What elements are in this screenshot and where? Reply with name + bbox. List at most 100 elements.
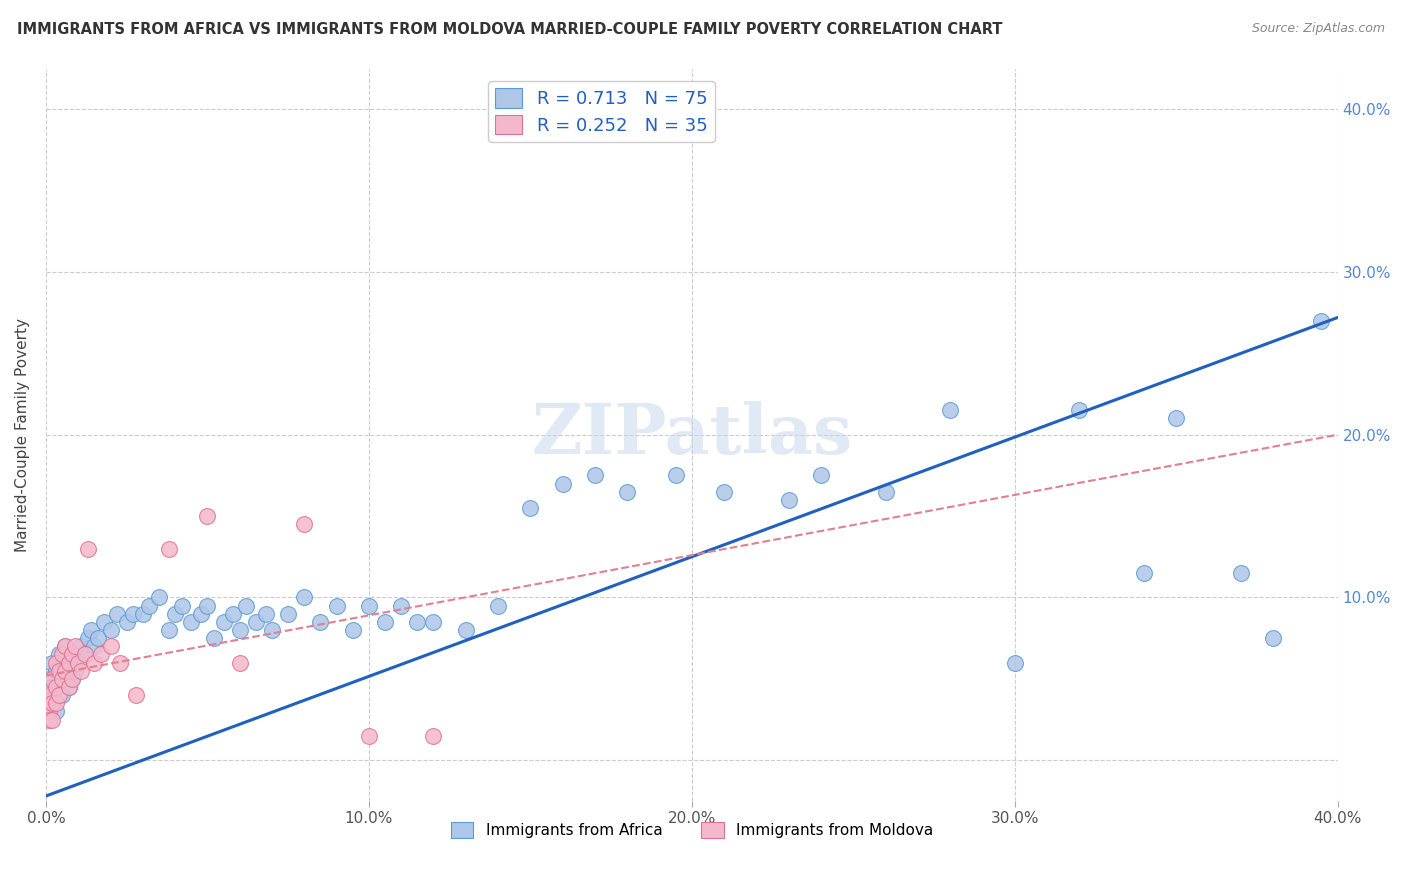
- Point: [70, 640, 93, 654]
- Point: [100, 623, 122, 637]
- Point: [1261, 631, 1284, 645]
- Point: [519, 500, 541, 515]
- Point: [73, 648, 96, 662]
- Point: [406, 615, 429, 629]
- Point: [60, 672, 83, 686]
- Point: [53, 640, 76, 654]
- Point: [122, 607, 145, 621]
- Point: [170, 599, 193, 613]
- Point: [63, 664, 86, 678]
- Point: [486, 599, 509, 613]
- Point: [875, 484, 897, 499]
- Point: [228, 623, 250, 637]
- Point: [228, 656, 250, 670]
- Point: [38, 688, 60, 702]
- Point: [245, 615, 267, 629]
- Point: [80, 623, 103, 637]
- Point: [132, 607, 155, 621]
- Point: [41, 696, 63, 710]
- Point: [45, 696, 67, 710]
- Point: [51, 688, 73, 702]
- Point: [45, 656, 67, 670]
- Point: [53, 640, 76, 654]
- Point: [45, 704, 67, 718]
- Point: [58, 680, 80, 694]
- Point: [1166, 411, 1188, 425]
- Point: [38, 713, 60, 727]
- Point: [665, 468, 688, 483]
- Point: [60, 648, 83, 662]
- Point: [197, 599, 219, 613]
- Point: [41, 656, 63, 670]
- Point: [157, 541, 180, 556]
- Point: [48, 672, 70, 686]
- Point: [83, 656, 105, 670]
- Point: [67, 656, 90, 670]
- Point: [90, 648, 112, 662]
- Text: ZIPatlas: ZIPatlas: [531, 401, 852, 468]
- Point: [110, 656, 132, 670]
- Text: Source: ZipAtlas.com: Source: ZipAtlas.com: [1251, 22, 1385, 36]
- Point: [70, 664, 93, 678]
- Point: [45, 680, 67, 694]
- Point: [235, 599, 257, 613]
- Point: [157, 623, 180, 637]
- Point: [58, 680, 80, 694]
- Point: [38, 704, 60, 718]
- Point: [41, 713, 63, 727]
- Point: [100, 640, 122, 654]
- Point: [260, 623, 283, 637]
- Point: [38, 672, 60, 686]
- Point: [342, 623, 364, 637]
- Point: [73, 648, 96, 662]
- Point: [357, 599, 380, 613]
- Point: [1310, 314, 1333, 328]
- Point: [165, 607, 187, 621]
- Point: [38, 688, 60, 702]
- Point: [41, 696, 63, 710]
- Point: [292, 591, 315, 605]
- Point: [212, 615, 235, 629]
- Point: [1133, 566, 1156, 580]
- Point: [389, 599, 412, 613]
- Point: [58, 656, 80, 670]
- Point: [53, 664, 76, 678]
- Point: [105, 607, 128, 621]
- Point: [939, 403, 962, 417]
- Point: [67, 656, 90, 670]
- Point: [148, 591, 170, 605]
- Point: [713, 484, 735, 499]
- Point: [374, 615, 396, 629]
- Y-axis label: Married-Couple Family Poverty: Married-Couple Family Poverty: [15, 318, 30, 551]
- Point: [778, 492, 800, 507]
- Point: [551, 476, 574, 491]
- Point: [48, 664, 70, 678]
- Point: [60, 672, 83, 686]
- Legend: Immigrants from Africa, Immigrants from Moldova: Immigrants from Africa, Immigrants from …: [444, 816, 939, 845]
- Point: [77, 541, 100, 556]
- Point: [357, 729, 380, 743]
- Point: [41, 672, 63, 686]
- Point: [45, 664, 67, 678]
- Point: [454, 623, 477, 637]
- Point: [190, 607, 212, 621]
- Point: [138, 599, 160, 613]
- Point: [41, 680, 63, 694]
- Text: IMMIGRANTS FROM AFRICA VS IMMIGRANTS FROM MOLDOVA MARRIED-COUPLE FAMILY POVERTY : IMMIGRANTS FROM AFRICA VS IMMIGRANTS FRO…: [17, 22, 1002, 37]
- Point: [277, 607, 299, 621]
- Point: [125, 688, 148, 702]
- Point: [58, 656, 80, 670]
- Point: [51, 672, 73, 686]
- Point: [422, 729, 444, 743]
- Point: [1004, 656, 1026, 670]
- Point: [422, 615, 444, 629]
- Point: [51, 664, 73, 678]
- Point: [83, 640, 105, 654]
- Point: [202, 631, 225, 645]
- Point: [197, 509, 219, 524]
- Point: [51, 648, 73, 662]
- Point: [292, 517, 315, 532]
- Point: [77, 631, 100, 645]
- Point: [583, 468, 606, 483]
- Point: [93, 615, 115, 629]
